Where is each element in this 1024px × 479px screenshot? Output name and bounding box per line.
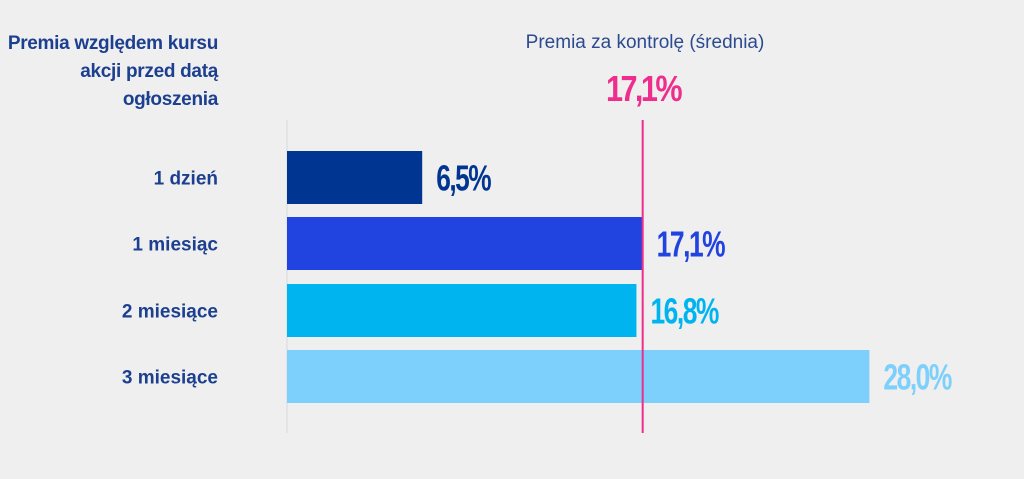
category-label: 3 miesiące [122, 368, 218, 389]
value-label: 17,1% [657, 224, 726, 265]
category-label: 1 miesiąc [132, 235, 218, 256]
reference-line-label: Premia za kontrolę (średnia) [525, 32, 765, 53]
bar [287, 350, 870, 403]
reference-line-value: 17,1% [605, 68, 683, 109]
category-label: 1 dzień [154, 169, 218, 190]
category-label: 2 miesiące [122, 302, 218, 323]
value-label: 16,8% [650, 291, 719, 332]
chart-title: Premia względem kursu akcji przed datą o… [7, 33, 218, 110]
bar [287, 151, 423, 204]
value-label: 28,0% [883, 357, 952, 398]
value-label: 6,5% [436, 158, 491, 199]
bar [287, 217, 643, 270]
bar [287, 284, 637, 337]
